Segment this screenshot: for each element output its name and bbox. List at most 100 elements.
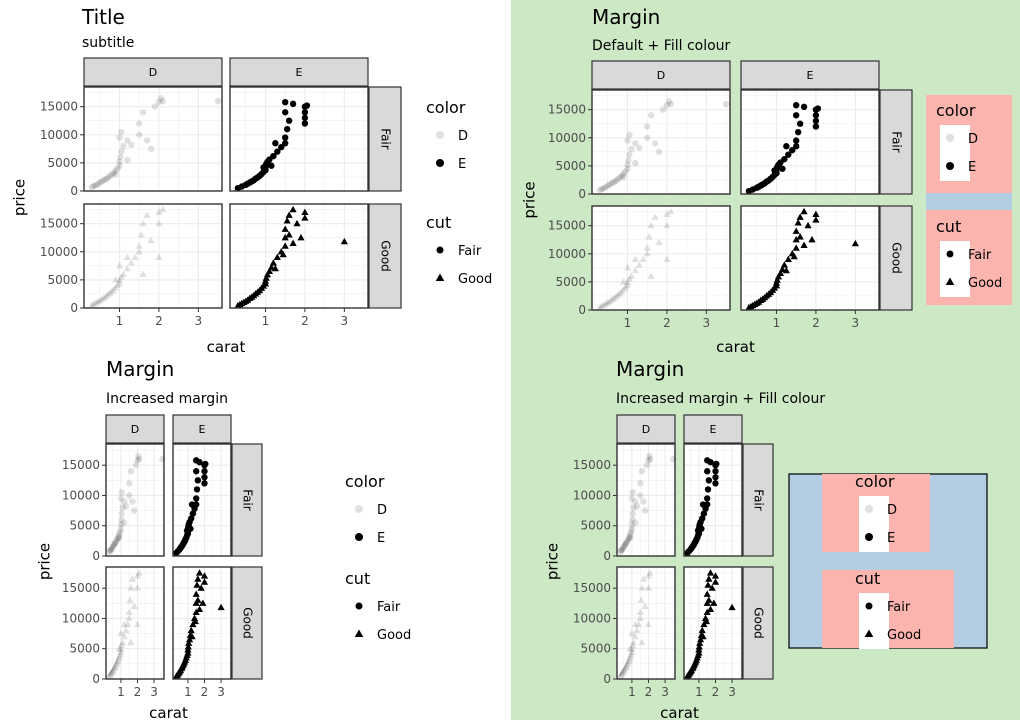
data-point [104,174,111,182]
data-point [121,498,128,505]
data-point [202,460,209,468]
data-point [133,584,142,591]
data-point [268,162,275,169]
data-point [722,100,730,108]
chart-subtitle: subtitle [82,35,134,51]
data-point [623,264,632,271]
data-point [132,461,140,469]
data-point [796,120,804,127]
data-point [155,98,163,106]
data-point [620,173,627,181]
facet-strip-label: D [149,66,157,79]
panel-border [83,86,223,192]
facet-strip-col [616,414,676,444]
data-point [646,452,653,460]
data-point [118,516,125,523]
data-point [127,638,135,646]
facet-strip-col [683,414,743,444]
panel-background [106,567,164,679]
data-point [118,128,125,136]
y-tick-label: 0 [603,672,611,686]
data-point [301,208,309,216]
legend-key-point [864,629,874,637]
data-point [120,632,128,640]
data-point [155,208,163,216]
panel-border [229,203,369,309]
data-point [625,535,632,542]
data-point [789,146,796,154]
legend-item-label: D [377,503,387,518]
data-point [796,213,804,220]
legend-item-label: D [968,132,978,147]
data-point [625,657,633,665]
data-point [637,480,644,487]
panel-border [105,566,165,680]
legend-key-bg [940,125,970,181]
data-point [610,178,617,186]
data-point [618,669,626,677]
facet-strip-col [172,414,232,444]
data-point [771,167,778,174]
panel-border [83,203,223,309]
legend-title-cut: cut [936,217,961,236]
data-point [303,102,311,109]
x-tick-label: 1 [773,316,781,330]
data-point [626,644,634,652]
data-point [638,584,646,591]
data-point [116,158,123,165]
data-point [106,289,114,296]
y-tick-label: 10000 [573,611,611,625]
data-point [151,103,159,110]
data-point [620,667,628,674]
data-point [663,255,671,263]
data-point [193,486,201,493]
data-point [113,537,120,544]
y-tick-label: 10000 [548,247,586,261]
legend-key-bg [859,593,889,649]
data-point [301,114,309,122]
y-tick-label: 0 [92,549,100,563]
data-point [704,486,712,493]
y-tick-label: 5000 [69,519,100,533]
panel-background [617,567,675,679]
y-tick-label: 10000 [548,131,586,145]
data-point [624,137,631,144]
y-tick-label: 5000 [47,156,78,170]
data-point [694,527,702,534]
y-tick-label: 15000 [40,100,78,114]
data-point [127,468,135,475]
data-point [106,670,114,678]
x-axis-label: carat [716,338,755,356]
data-point [699,515,706,522]
data-point [193,468,200,475]
x-tick-label: 2 [645,685,653,699]
y-axis-label: price [521,181,539,218]
legend-key-point [946,134,954,142]
legend-item-label: D [887,503,897,518]
data-point [663,210,671,218]
data-point [630,504,637,511]
data-point [118,641,126,649]
data-point [628,521,636,528]
data-point [269,259,277,266]
panel-background [84,87,222,191]
legend-key-point [946,162,954,170]
data-point [667,207,675,215]
panel-border [172,566,232,680]
data-point [700,510,708,517]
data-point [112,167,119,174]
data-point [632,498,639,505]
legend-key-point [865,602,873,610]
facet-strip-label: E [199,423,206,436]
data-point [289,100,297,108]
data-point [808,235,816,243]
data-point [107,546,115,554]
data-point [201,474,208,481]
data-point [696,639,704,646]
legend-key-point [355,505,363,513]
data-point [114,535,121,542]
data-point [626,151,633,158]
data-point [126,480,133,487]
data-point [108,171,115,178]
